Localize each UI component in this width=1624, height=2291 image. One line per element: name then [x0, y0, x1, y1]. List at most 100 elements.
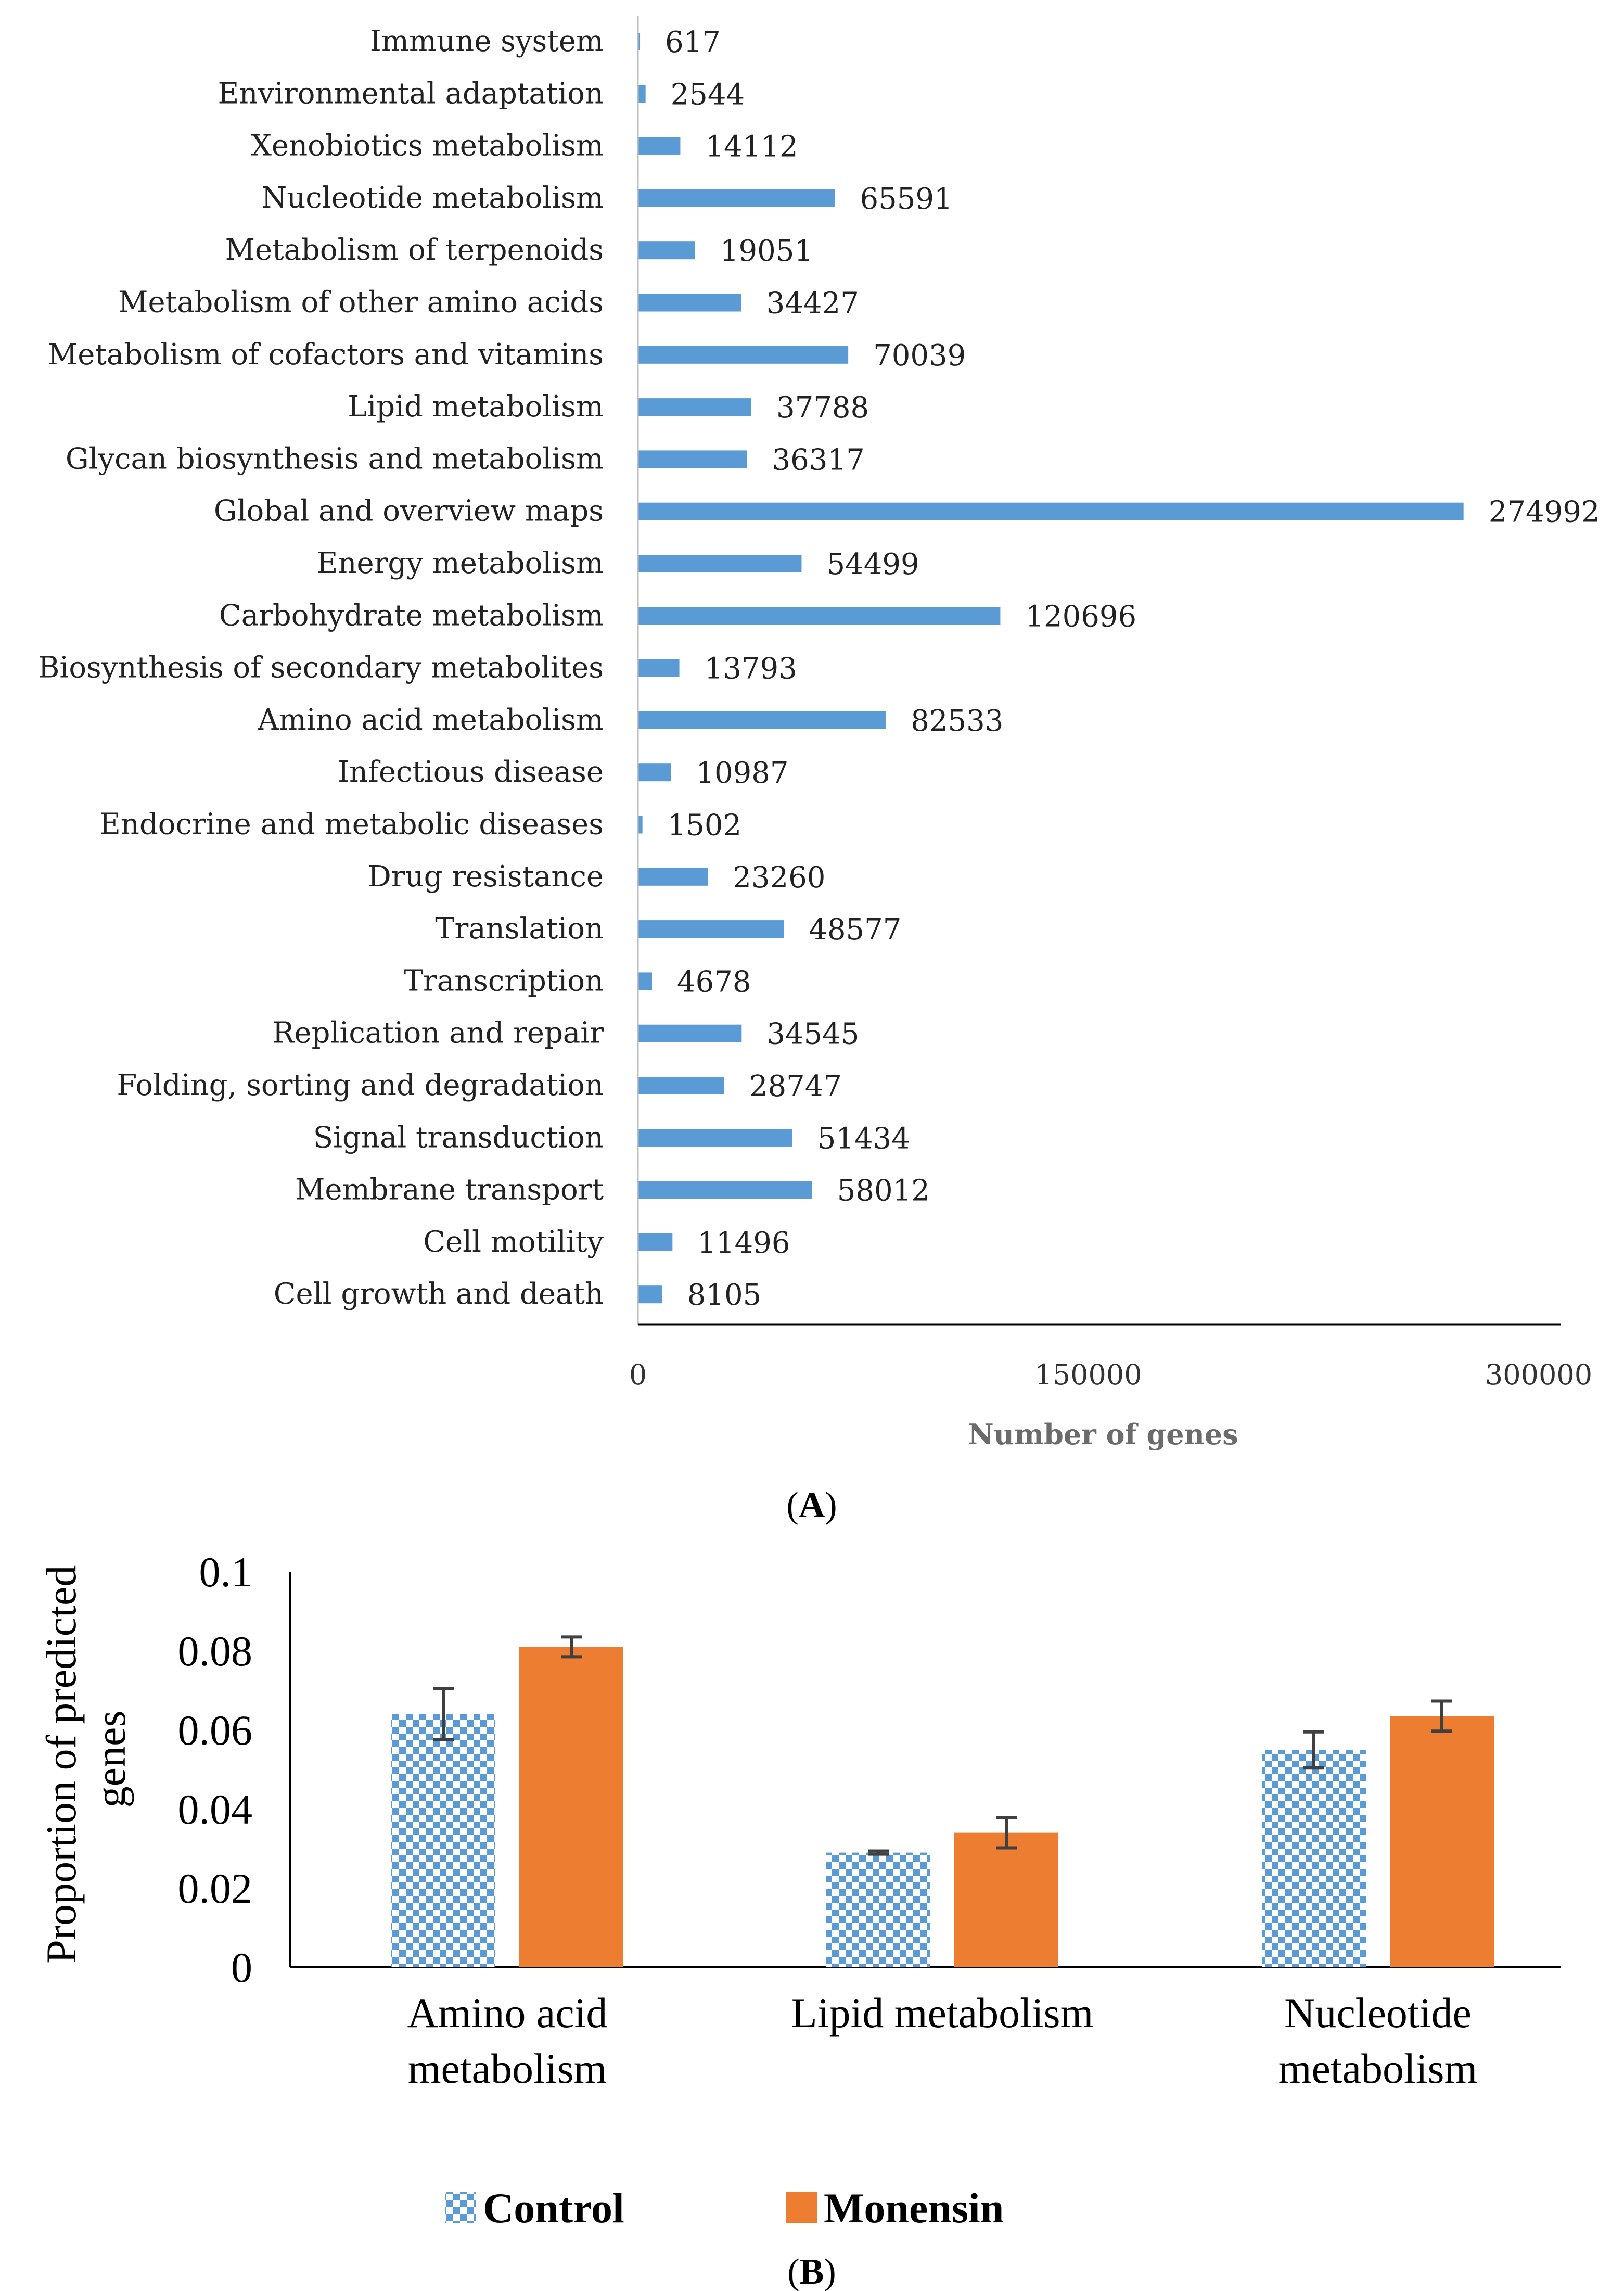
a-bar [638, 294, 741, 312]
a-bars [638, 33, 1464, 1304]
b-panel-letter: B [800, 2252, 824, 2291]
b-y-tick-label: 0.04 [178, 1786, 253, 1833]
a-value-label: 617 [665, 26, 721, 59]
a-category-label: Xenobiotics metabolism [251, 129, 604, 163]
a-value-label: 54499 [826, 548, 919, 581]
a-bar [638, 1181, 812, 1199]
a-value-label: 58012 [837, 1174, 930, 1208]
a-bar [638, 763, 671, 782]
b-error-bars [433, 1635, 1452, 1856]
a-x-tick-label: 150000 [1034, 1358, 1142, 1391]
a-category-label: Cell motility [423, 1225, 604, 1259]
a-value-label: 34545 [766, 1017, 859, 1051]
a-value-label: 2544 [671, 78, 745, 111]
a-value-label: 120696 [1025, 600, 1136, 633]
a-bar [638, 816, 643, 834]
chart-a: Immune system Environmental adaptation Xen… [38, 16, 1600, 1525]
a-bar [638, 1024, 742, 1042]
a-value-label: 19051 [720, 234, 813, 268]
a-bar [638, 450, 747, 468]
a-bar [638, 137, 681, 155]
a-value-label: 10987 [696, 756, 788, 790]
a-value-label: 82533 [911, 704, 1003, 738]
b-y-tick-label: 0.06 [178, 1707, 253, 1754]
b-y-axis-title-line1: Proportion of predicted [37, 1565, 85, 1964]
b-bar-monensin [519, 1647, 623, 1967]
legend-label-control: Control [483, 2184, 624, 2232]
a-category-label: Amino acid metabolism [257, 703, 604, 737]
a-bar [638, 555, 802, 572]
a-bar [638, 502, 1464, 520]
a-bar [638, 607, 1001, 625]
a-bar [638, 398, 752, 416]
a-category-label: Infectious disease [338, 755, 604, 789]
a-category-label: Lipid metabolism [348, 390, 604, 424]
a-value-label: 36317 [772, 443, 865, 477]
b-y-axis-title-line2: genes [87, 1711, 134, 1808]
a-x-ticks: 0 150000 300000 [629, 1358, 1592, 1391]
a-bar [638, 868, 708, 886]
a-value-label: 51434 [817, 1122, 910, 1155]
a-category-label: Environmental adaptation [218, 77, 604, 110]
a-x-tick-label: 0 [629, 1358, 647, 1391]
a-category-labels: Immune system Environmental adaptation Xen… [38, 24, 604, 1311]
a-category-label: Immune system [370, 24, 604, 58]
a-value-label: 34427 [766, 287, 859, 321]
a-value-label: 48577 [809, 913, 901, 947]
b-bars [391, 1647, 1494, 1967]
a-category-label: Cell growth and death [274, 1277, 604, 1311]
a-bar [638, 189, 835, 207]
a-category-label: Glycan biosynthesis and metabolism [66, 442, 604, 476]
b-category-label: Nucleotide [1284, 1989, 1472, 2037]
legend-label-monensin: Monensin [824, 2184, 1004, 2232]
a-value-label: 37788 [776, 391, 869, 425]
chart-b: 0 0.02 0.04 0.06 0.08 0.1 Amino acid metabolis… [37, 1551, 1561, 2291]
a-value-label: 14112 [705, 130, 798, 164]
a-category-label: Metabolism of cofactors and vitamins [48, 338, 604, 372]
b-category-label: metabolism [1278, 2045, 1478, 2092]
b-category-label: Lipid metabolism [791, 1989, 1094, 2037]
a-bar [638, 346, 849, 364]
a-value-label: 4678 [677, 965, 751, 999]
a-category-label: Drug resistance [368, 860, 604, 894]
a-category-label: Replication and repair [272, 1016, 604, 1050]
a-value-label: 13793 [705, 652, 797, 686]
b-category-label: metabolism [408, 2045, 607, 2092]
a-category-label: Nucleotide metabolism [261, 181, 604, 215]
a-value-label: 28747 [749, 1070, 842, 1103]
a-category-label: Metabolism of other amino acids [118, 286, 604, 320]
a-bar [638, 1285, 662, 1304]
a-bar [638, 659, 680, 677]
a-bar [638, 1233, 673, 1251]
a-category-label: Biosynthesis of secondary metabolites [38, 651, 604, 685]
a-value-label: 1502 [668, 809, 742, 843]
b-panel-label: (B) [787, 2252, 836, 2291]
legend-swatch-control [445, 2192, 476, 2223]
a-category-label: Folding, sorting and degradation [117, 1068, 604, 1102]
a-x-tick-label: 300000 [1485, 1358, 1592, 1391]
legend: Control Monensin [445, 2184, 1004, 2232]
a-bar [638, 711, 886, 729]
a-category-label: Transcription [404, 964, 604, 998]
a-category-label: Carbohydrate metabolism [219, 599, 604, 632]
b-y-tick-label: 0.08 [178, 1627, 253, 1675]
a-bar [638, 1129, 792, 1147]
b-bar-control [391, 1714, 495, 1967]
a-bar [638, 1077, 724, 1094]
a-bar [638, 920, 784, 938]
a-x-axis-title: Number of genes [968, 1418, 1238, 1451]
a-value-label: 65591 [860, 182, 952, 216]
b-category-labels: Amino acid metabolism Lipid metabolism Nucl… [407, 1989, 1478, 2092]
a-bar [638, 33, 640, 50]
a-value-label: 11496 [697, 1226, 790, 1260]
a-bar [638, 972, 652, 990]
b-bar-control [826, 1852, 930, 1967]
a-panel-letter: A [799, 1485, 825, 1525]
b-bar-control [1262, 1750, 1366, 1967]
a-category-label: Global and overview maps [214, 494, 604, 528]
b-bar-monensin [954, 1832, 1058, 1967]
a-value-label: 8105 [687, 1278, 762, 1312]
a-category-label: Translation [435, 912, 604, 946]
a-value-label: 70039 [873, 339, 966, 373]
a-bar [638, 241, 695, 260]
